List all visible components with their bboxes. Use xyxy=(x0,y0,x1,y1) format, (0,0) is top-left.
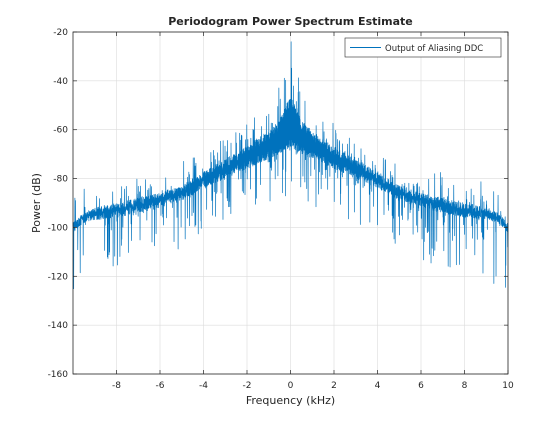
x-tick-label: 10 xyxy=(502,381,514,391)
x-tick-label: 8 xyxy=(462,381,468,391)
ticks: -8 -6 -4 -2 0 2 4 6 8 10-20-40-60-80-100-120-140-… xyxy=(48,28,514,391)
spectrum-trace xyxy=(72,41,509,290)
x-axis-label: Frequency (kHz) xyxy=(246,394,335,407)
y-axis-label: Power (dB) xyxy=(30,173,43,233)
legend-series-label: Output of Aliasing DDC xyxy=(385,44,483,54)
y-tick-label: -160 xyxy=(48,370,69,380)
x-tick-label: 4 xyxy=(375,381,381,391)
chart-title: Periodogram Power Spectrum Estimate xyxy=(168,15,413,28)
x-tick-label: -4 xyxy=(199,381,208,391)
x-tick-label: 0 xyxy=(288,381,294,391)
y-tick-label: -140 xyxy=(48,321,69,331)
y-tick-label: -60 xyxy=(53,126,68,136)
y-tick-label: -100 xyxy=(48,223,69,233)
x-tick-label: -6 xyxy=(156,381,165,391)
x-tick-label: 2 xyxy=(331,381,337,391)
legend-box xyxy=(344,37,502,58)
y-tick-label: -80 xyxy=(53,175,68,185)
signal-series xyxy=(72,41,509,290)
x-tick-label: -2 xyxy=(243,381,252,391)
x-tick-label: -8 xyxy=(112,381,121,391)
legend[interactable]: Output of Aliasing DDC xyxy=(344,37,502,58)
y-tick-label: -40 xyxy=(53,77,68,87)
y-tick-label: -20 xyxy=(53,28,68,38)
y-tick-label: -120 xyxy=(48,272,69,282)
x-tick-label: 6 xyxy=(418,381,424,391)
